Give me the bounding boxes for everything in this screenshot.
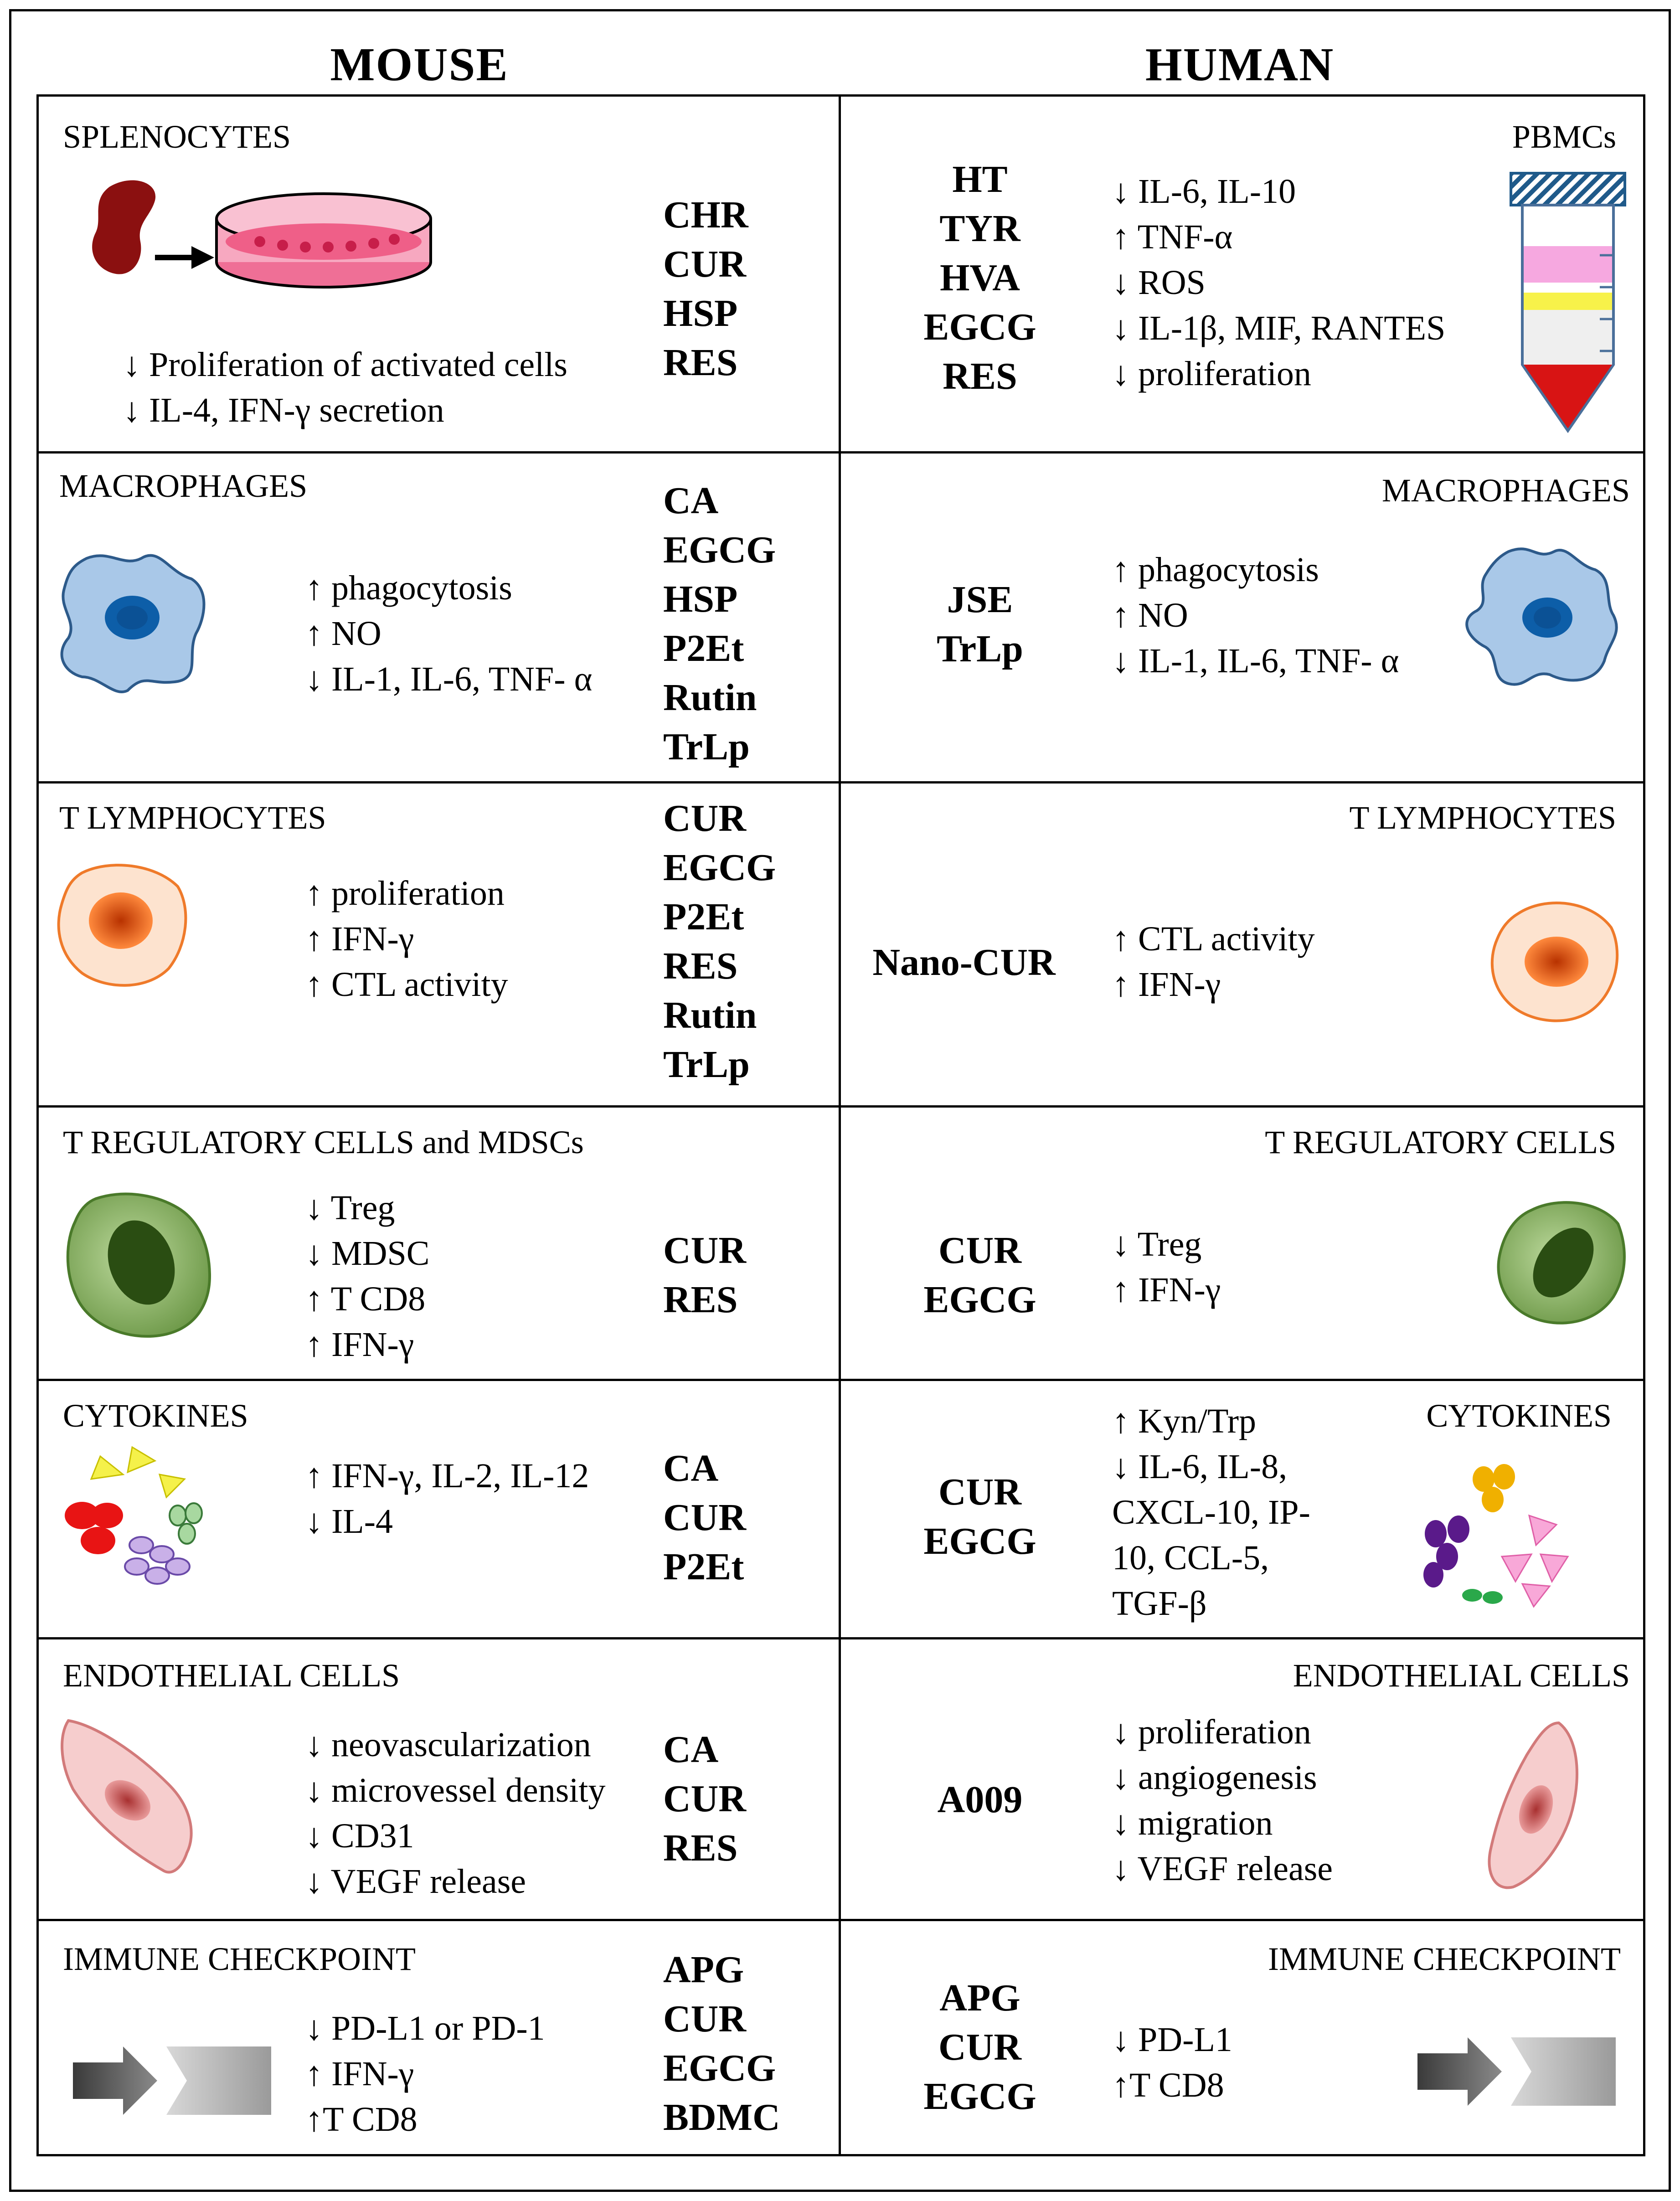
human-header: HUMAN [1145, 38, 1335, 91]
t-regulatory-cell-icon [1497, 1201, 1626, 1325]
mouse-endothelial-title: ENDOTHELIAL CELLS [63, 1657, 400, 1694]
human-macrophages-compounds: JSE TrLp [937, 578, 1023, 670]
table-border-left [36, 94, 39, 2156]
mouse-macrophages-title: MACROPHAGES [59, 468, 308, 504]
macrophage-icon [60, 554, 206, 693]
checkpoint-arrows-icon [73, 2046, 271, 2115]
spleen-to-dish-icon [92, 180, 432, 289]
mouse-endothelial-effects: ↓ neovascularization ↓ microvessel densi… [305, 1726, 606, 1901]
cytokines-icon [65, 1446, 203, 1585]
mouse-splenocytes-title: SPLENOCYTES [63, 119, 291, 155]
mouse-cytokines-title: CYTOKINES [63, 1397, 248, 1434]
human-endothelial-effects: ↓ proliferation ↓ angiogenesis ↓ migrati… [1112, 1713, 1333, 1888]
human-pbmcs-title: PBMCs [1512, 119, 1616, 155]
human-t-lymphocytes-compounds: Nano-CUR [872, 941, 1056, 984]
checkpoint-arrows-icon [1417, 2037, 1616, 2106]
human-macrophages-title: MACROPHAGES [1381, 472, 1630, 509]
mouse-t-lymphocytes-compounds: CUR EGCG P2Et RES Rutin TrLp [663, 797, 776, 1086]
human-cytokines-title: CYTOKINES [1426, 1397, 1612, 1434]
human-endothelial-title: ENDOTHELIAL CELLS [1293, 1657, 1630, 1694]
mouse-splenocytes-effects: ↓ Proliferation of activated cells ↓ IL-… [123, 345, 567, 429]
t-regulatory-cell-icon [66, 1192, 211, 1338]
row-divider-2 [36, 781, 1645, 783]
mouse-cytokines-effects: ↑ IFN-γ, IL-2, IL-12 ↓ IL-4 [305, 1457, 589, 1541]
human-treg-title: T REGULATORY CELLS [1265, 1124, 1616, 1160]
macrophage-icon [1465, 547, 1618, 686]
mouse-macrophages-effects: ↑ phagocytosis ↑ NO ↓ IL-1, IL-6, TNF- α [305, 569, 593, 698]
endothelial-cell-icon [1488, 1721, 1578, 1889]
human-pbmcs-compounds: HT TYR HVA EGCG RES [923, 158, 1036, 397]
figure-frame [9, 9, 1671, 2192]
row-divider-4 [36, 1379, 1645, 1381]
human-immune-checkpoint-compounds: APG CUR EGCG [923, 1977, 1036, 2118]
mouse-header: MOUSE [330, 38, 509, 91]
row-divider-5 [36, 1637, 1645, 1639]
cytokines-icon [1423, 1464, 1569, 1608]
column-divider [839, 94, 841, 2156]
human-endothelial-compounds: A009 [937, 1778, 1023, 1821]
mouse-t-lymphocytes-title: T LYMPHOCYTES [59, 799, 326, 836]
human-cytokines-effects: ↑ Kyn/Trp ↓ IL-6, IL-8, CXCL-10, IP- 10,… [1112, 1402, 1310, 1623]
mouse-treg-mdsc-compounds: CUR RES [663, 1229, 746, 1321]
t-lymphocyte-icon [1490, 902, 1619, 1022]
row-divider-6 [36, 1919, 1645, 1921]
mouse-treg-mdsc-title: T REGULATORY CELLS and MDSCs [63, 1124, 584, 1160]
mouse-immune-checkpoint-title: IMMUNE CHECKPOINT [63, 1941, 416, 1977]
human-treg-compounds: CUR EGCG [923, 1229, 1036, 1321]
blood-tube-icon [1510, 172, 1626, 433]
mouse-cytokines-compounds: CA CUR P2Et [663, 1447, 746, 1588]
mouse-immune-checkpoint-compounds: APG CUR EGCG BDMC [663, 1948, 780, 2139]
mouse-macrophages-compounds: CA EGCG HSP P2Et Rutin TrLp [663, 479, 776, 768]
table-border-bottom [36, 2154, 1645, 2156]
mouse-treg-mdsc-effects: ↓ Treg ↓ MDSC ↑ T CD8 ↑ IFN-γ [305, 1189, 430, 1364]
table-border-top [36, 94, 1645, 97]
endothelial-cell-icon [61, 1719, 193, 1874]
mouse-splenocytes-compounds: CHR CUR HSP RES [663, 194, 748, 384]
mouse-immune-checkpoint-effects: ↓ PD-L1 or PD-1 ↑ IFN-γ ↑T CD8 [305, 2009, 545, 2139]
human-cytokines-compounds: CUR EGCG [923, 1471, 1036, 1562]
human-immune-checkpoint-title: IMMUNE CHECKPOINT [1268, 1941, 1621, 1977]
t-lymphocyte-icon [57, 864, 187, 987]
table-border-right [1643, 94, 1645, 2156]
mouse-endothelial-compounds: CA CUR RES [663, 1728, 746, 1869]
human-macrophages-effects: ↑ phagocytosis ↑ NO ↓ IL-1, IL-6, TNF- α [1112, 551, 1399, 680]
human-pbmcs-effects: ↓ IL-6, IL-10 ↑ TNF-α ↓ ROS ↓ IL-1β, MIF… [1112, 172, 1446, 393]
human-immune-checkpoint-effects: ↓ PD-L1 ↑T CD8 [1112, 2021, 1232, 2104]
human-treg-effects: ↓ Treg ↑ IFN-γ [1112, 1225, 1221, 1309]
mouse-t-lymphocytes-effects: ↑ proliferation ↑ IFN-γ ↑ CTL activity [305, 874, 508, 1004]
human-t-lymphocytes-effects: ↑ CTL activity ↑ IFN-γ [1112, 920, 1315, 1004]
human-t-lymphocytes-title: T LYMPHOCYTES [1349, 799, 1616, 836]
row-divider-3 [36, 1105, 1645, 1108]
row-divider-1 [36, 451, 1645, 454]
